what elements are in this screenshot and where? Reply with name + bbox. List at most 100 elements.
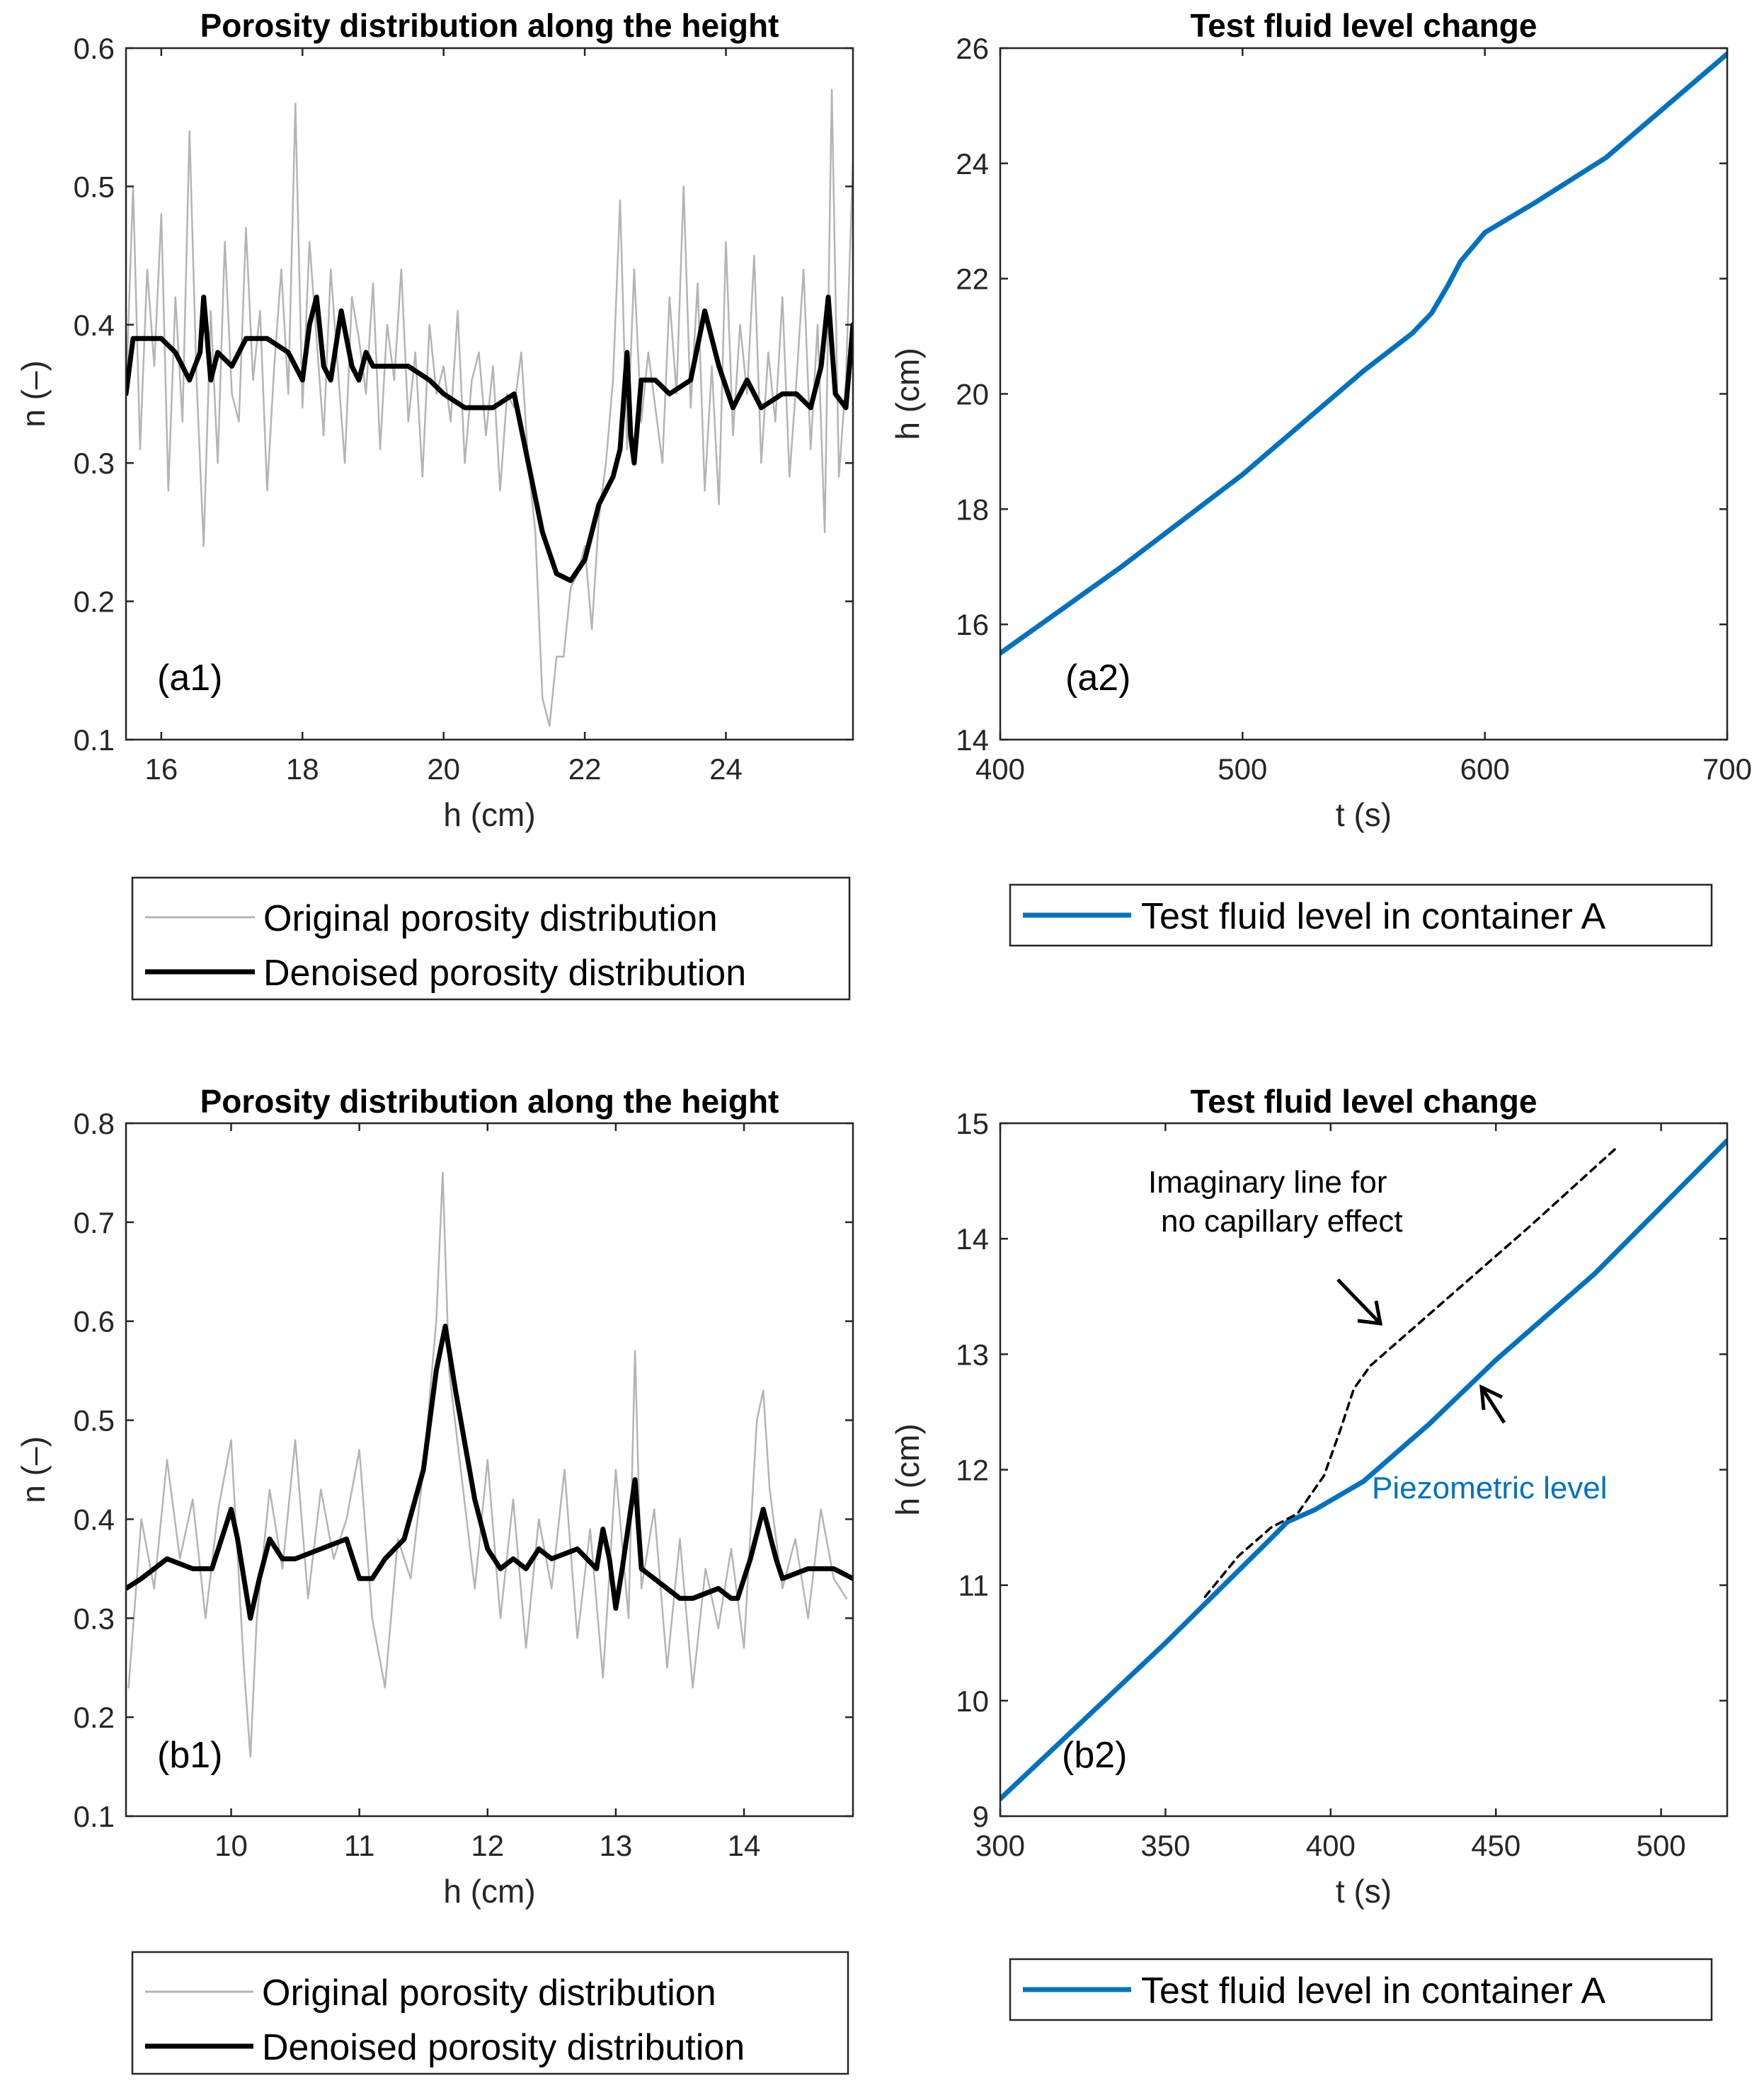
y-tick-label: 0.6 — [74, 32, 115, 65]
series-line-denoised-porosity-distribution — [126, 294, 853, 583]
y-axis-label: n (–) — [15, 1436, 52, 1503]
y-tick-label: 0.1 — [74, 723, 115, 757]
y-tick-label: 13 — [956, 1338, 989, 1371]
arrowhead-imaginary-line — [1357, 1300, 1383, 1326]
arrow-imaginary-line — [1336, 1278, 1382, 1325]
y-tick-label: 0.6 — [74, 1305, 115, 1338]
legend-a1: Original porosity distribution Denoised … — [131, 876, 851, 1001]
legend-label-level: Test fluid level in container A — [1141, 1970, 1605, 2012]
plot-frame — [125, 1122, 854, 1818]
y-tick-label: 24 — [956, 147, 989, 180]
series-group — [126, 88, 853, 727]
legend-label-original: Original porosity distribution — [263, 898, 718, 939]
panel-label: (a2) — [1065, 658, 1130, 699]
y-tick-label: 14 — [956, 723, 989, 757]
y-tick-label: 0.3 — [74, 1602, 115, 1635]
x-tick-label: 12 — [471, 1829, 504, 1862]
y-tick-label: 0.5 — [74, 1404, 115, 1438]
y-tick-label: 12 — [956, 1454, 989, 1487]
y-tick-label: 9 — [973, 1800, 989, 1833]
series-group — [1000, 51, 1727, 656]
x-tick-label: 14 — [728, 1829, 761, 1862]
series-line-imaginary-line-for-no-capillary-effect — [1203, 1144, 1620, 1598]
y-tick-label: 10 — [956, 1685, 989, 1718]
annotations-b2: Imaginary line for no capillary effect P… — [1148, 1165, 1608, 1505]
y-tick-label: 16 — [956, 608, 989, 641]
annotation-imaginary-line-2: no capillary effect — [1161, 1204, 1403, 1239]
x-tick-label: 600 — [1460, 752, 1510, 786]
x-tick-label: 10 — [214, 1829, 248, 1862]
panel-label: (b2) — [1062, 1735, 1127, 1776]
legend-b1: Original porosity distribution Denoised … — [131, 1951, 849, 2075]
x-axis-label: t (s) — [1336, 796, 1392, 833]
y-tick-label: 0.4 — [74, 309, 115, 342]
chart-a1: Porosity distribution along the height 16… — [15, 7, 854, 833]
x-tick-label: 13 — [600, 1829, 633, 1862]
x-tick-label: 500 — [1218, 752, 1267, 786]
chart-b1: Porosity distribution along the height 10… — [15, 1083, 854, 1910]
x-tick-label: 20 — [427, 752, 460, 786]
chart-title: Porosity distribution along the height — [200, 1083, 779, 1120]
plot-frame — [999, 47, 1729, 741]
y-tick-label: 20 — [956, 378, 989, 411]
x-tick-label: 400 — [975, 752, 1025, 786]
legend-box — [131, 876, 851, 1001]
series-group — [126, 1171, 853, 1758]
y-tick-label: 0.7 — [74, 1206, 115, 1239]
x-tick-label: 450 — [1471, 1829, 1520, 1862]
y-tick-label: 0.5 — [74, 170, 115, 203]
legend-label-level: Test fluid level in container A — [1141, 896, 1605, 937]
legend-label-denoised: Denoised porosity distribution — [263, 953, 746, 994]
legend-b2: Test fluid level in container A — [1009, 1958, 1713, 2021]
chart-title: Porosity distribution along the height — [200, 7, 779, 44]
y-tick-label: 0.3 — [74, 447, 115, 480]
x-tick-label: 500 — [1637, 1829, 1686, 1862]
x-tick-label: 400 — [1306, 1829, 1356, 1862]
chart-title: Test fluid level change — [1191, 7, 1537, 44]
y-axis-label: n (–) — [15, 360, 52, 427]
y-tick-label: 14 — [956, 1222, 989, 1256]
panel-label: (b1) — [157, 1735, 222, 1776]
legend-label-denoised: Denoised porosity distribution — [262, 2027, 745, 2068]
x-tick-label: 16 — [144, 752, 178, 786]
y-tick-label: 26 — [956, 32, 989, 65]
y-tick-label: 0.8 — [74, 1107, 115, 1140]
arrow-piezometric — [1479, 1386, 1506, 1424]
chart-title: Test fluid level change — [1191, 1083, 1537, 1120]
x-axis-label: h (cm) — [443, 796, 535, 833]
legend-label-original: Original porosity distribution — [262, 1973, 716, 2014]
x-axis-label: h (cm) — [443, 1873, 535, 1910]
x-tick-label: 11 — [344, 1829, 375, 1862]
x-tick-label: 700 — [1702, 752, 1752, 786]
arrowhead-piezometric — [1479, 1384, 1504, 1411]
series-line-test-fluid-level-in-container-a — [1000, 1138, 1727, 1801]
y-tick-label: 11 — [958, 1569, 989, 1602]
legend-box — [131, 1951, 849, 2075]
series-line-test-fluid-level-in-container-a — [1000, 51, 1727, 656]
panel-label: (a1) — [157, 658, 222, 699]
y-tick-label: 0.2 — [74, 585, 115, 619]
x-axis-label: t (s) — [1336, 1873, 1392, 1910]
y-tick-label: 22 — [956, 263, 989, 296]
y-tick-label: 15 — [956, 1107, 989, 1140]
legend-a2: Test fluid level in container A — [1009, 883, 1713, 947]
y-tick-label: 0.4 — [74, 1503, 115, 1536]
series-group — [1000, 1138, 1727, 1801]
series-line-original-porosity-distribution — [127, 1171, 848, 1758]
chart-b2: Test fluid level change 300 350 400 450 500 9 1… — [889, 1083, 1729, 1910]
x-tick-label: 350 — [1140, 1829, 1190, 1862]
y-tick-label: 0.1 — [74, 1800, 115, 1833]
y-tick-label: 18 — [956, 493, 989, 526]
x-tick-label: 24 — [709, 752, 743, 786]
x-tick-label: 300 — [975, 1829, 1025, 1862]
annotation-imaginary-line-1: Imaginary line for — [1148, 1165, 1387, 1200]
annotation-piezometric: Piezometric level — [1372, 1471, 1608, 1505]
chart-a2: Test fluid level change 400 500 600 700 14 16 1… — [889, 7, 1752, 833]
y-axis-label: h (cm) — [889, 1423, 926, 1515]
x-tick-label: 22 — [568, 752, 602, 786]
y-axis-label: h (cm) — [889, 348, 926, 440]
x-tick-label: 18 — [286, 752, 319, 786]
plot-frame — [125, 47, 854, 741]
series-line-denoised-porosity-distribution — [126, 1324, 853, 1621]
